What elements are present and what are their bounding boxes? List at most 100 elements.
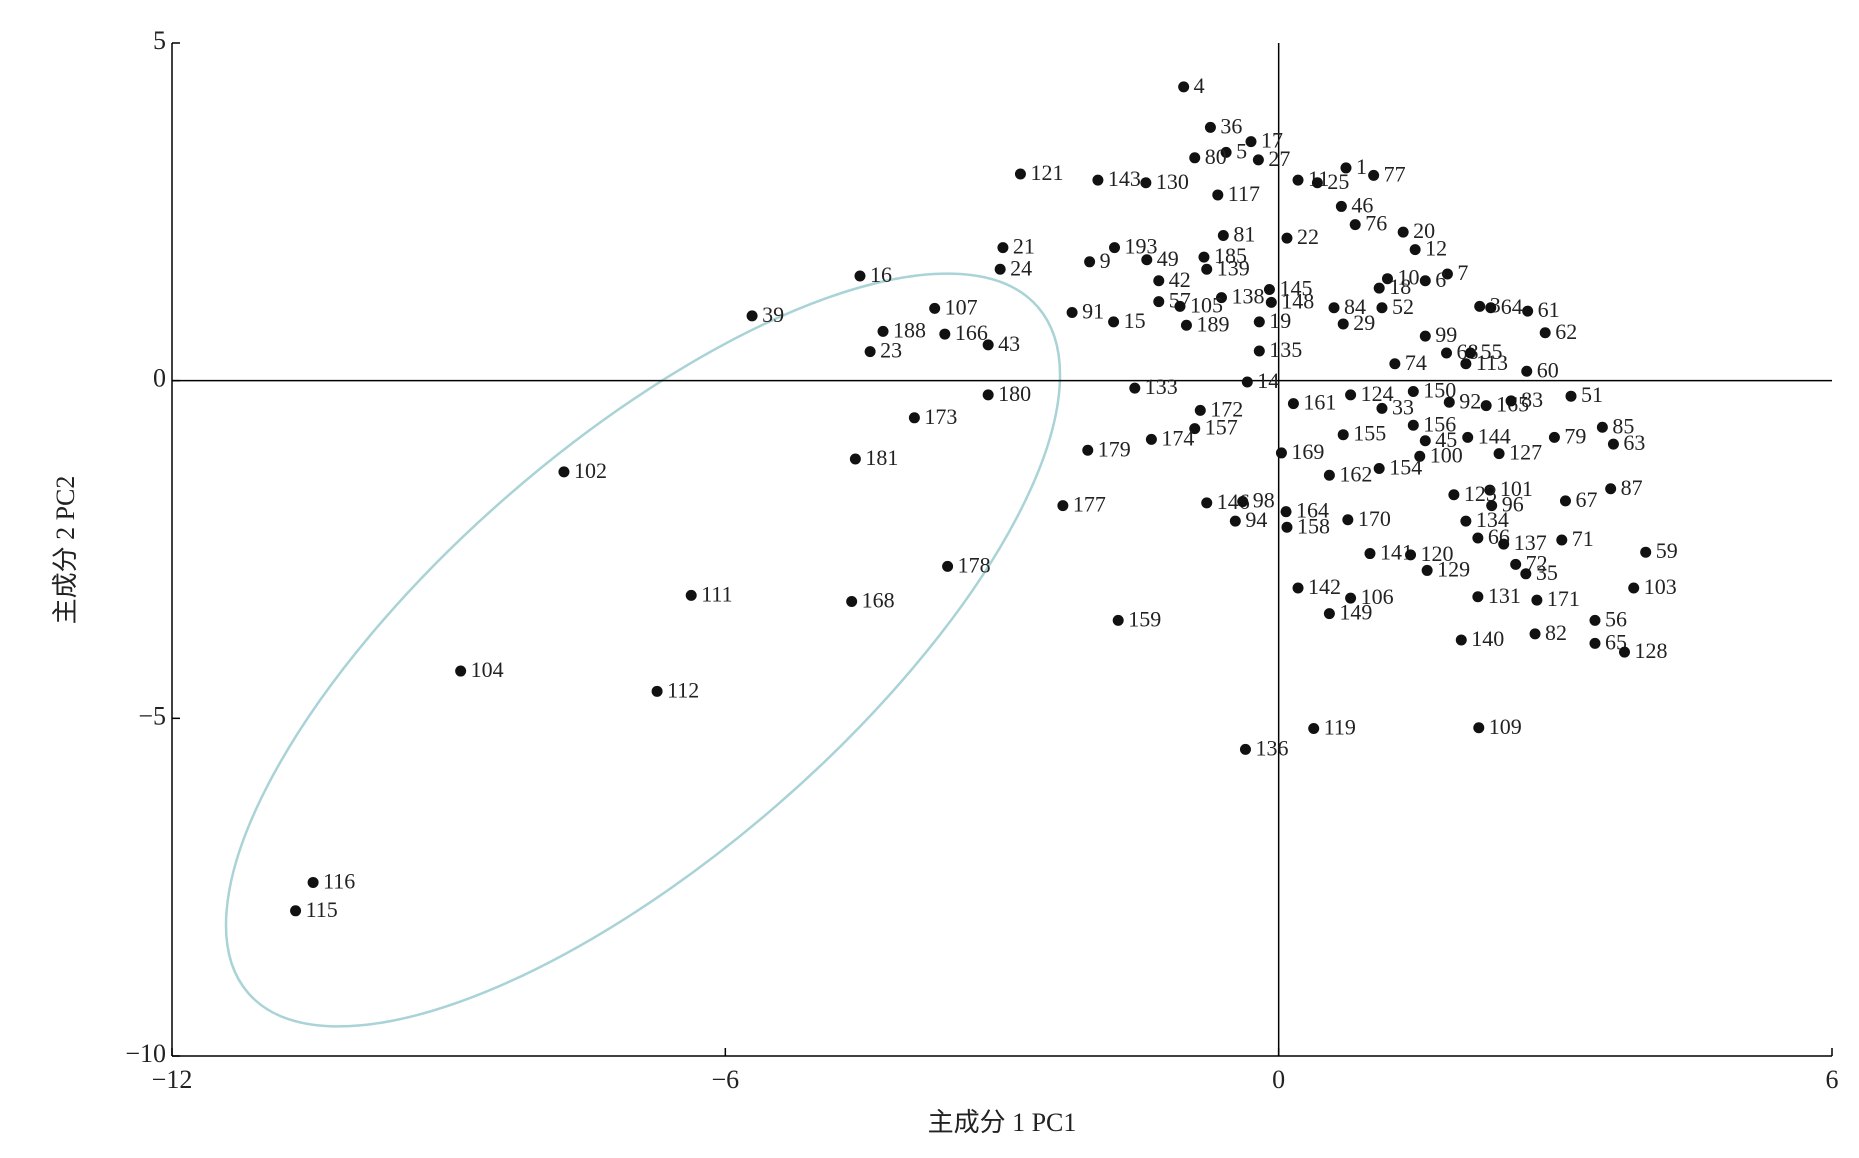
point-label: 29 bbox=[1353, 310, 1375, 335]
point bbox=[1245, 136, 1257, 148]
point bbox=[1178, 81, 1190, 93]
x-axis-label: 主成分 1 PC1 bbox=[928, 1108, 1077, 1137]
point-label: 91 bbox=[1082, 299, 1104, 324]
point bbox=[1189, 152, 1201, 164]
point bbox=[1108, 316, 1120, 328]
point bbox=[1281, 521, 1293, 533]
point-label: 130 bbox=[1156, 169, 1189, 194]
point-label: 82 bbox=[1545, 620, 1567, 645]
point-label: 156 bbox=[1423, 411, 1456, 436]
point-label: 27 bbox=[1268, 146, 1290, 171]
point-label: 36 bbox=[1220, 113, 1242, 138]
point-label: 25 bbox=[1327, 169, 1349, 194]
point bbox=[929, 302, 941, 314]
point-label: 56 bbox=[1605, 606, 1627, 631]
point bbox=[1441, 268, 1453, 280]
point-label: 9 bbox=[1100, 248, 1111, 273]
point bbox=[685, 589, 697, 601]
point bbox=[1419, 435, 1431, 447]
point-label: 71 bbox=[1572, 526, 1594, 551]
point-label: 138 bbox=[1231, 284, 1264, 309]
point bbox=[877, 325, 889, 337]
point-label: 62 bbox=[1555, 319, 1577, 344]
point-label: 148 bbox=[1281, 288, 1314, 313]
point-label: 84 bbox=[1344, 294, 1366, 319]
point bbox=[307, 876, 319, 888]
point bbox=[908, 412, 920, 424]
point-label: 6 bbox=[1435, 267, 1446, 292]
point-label: 168 bbox=[862, 588, 895, 613]
point bbox=[1253, 345, 1265, 357]
point bbox=[1368, 169, 1380, 181]
point-label: 116 bbox=[323, 868, 355, 893]
point bbox=[1066, 306, 1078, 318]
point-label: 144 bbox=[1478, 423, 1511, 448]
point-label: 169 bbox=[1291, 439, 1324, 464]
point-label: 39 bbox=[762, 302, 784, 327]
point-label: 7 bbox=[1457, 260, 1468, 285]
point-label: 154 bbox=[1389, 455, 1422, 480]
point-label: 23 bbox=[880, 338, 902, 363]
point bbox=[1263, 283, 1275, 295]
point-label: 177 bbox=[1073, 492, 1106, 517]
point bbox=[854, 270, 866, 282]
point bbox=[1189, 423, 1201, 435]
point bbox=[455, 665, 467, 677]
point bbox=[1376, 302, 1388, 314]
point-label: 104 bbox=[471, 657, 504, 682]
x-tick-label: −12 bbox=[152, 1065, 193, 1094]
point-label: 42 bbox=[1169, 267, 1191, 292]
point-label: 142 bbox=[1308, 574, 1341, 599]
point bbox=[1460, 358, 1472, 370]
point-label: 170 bbox=[1358, 506, 1391, 531]
point bbox=[1109, 242, 1121, 254]
point-label: 189 bbox=[1196, 311, 1229, 336]
point bbox=[1409, 244, 1421, 256]
point-label: 5 bbox=[1236, 138, 1247, 163]
point-label: 166 bbox=[955, 320, 988, 345]
point bbox=[1510, 558, 1522, 570]
point-label: 14 bbox=[1257, 368, 1279, 393]
point bbox=[1153, 296, 1165, 308]
point bbox=[1414, 450, 1426, 462]
point bbox=[864, 346, 876, 358]
point bbox=[1472, 532, 1484, 544]
point-label: 63 bbox=[1623, 430, 1645, 455]
y-tick-label: −10 bbox=[125, 1039, 166, 1068]
point bbox=[1619, 646, 1630, 658]
point bbox=[1421, 564, 1433, 576]
point bbox=[1407, 419, 1419, 431]
point bbox=[1607, 438, 1619, 450]
point-label: 4 bbox=[1194, 73, 1205, 98]
point-label: 107 bbox=[945, 294, 978, 319]
y-tick-label: 0 bbox=[153, 364, 166, 393]
point-label: 134 bbox=[1476, 507, 1509, 532]
point bbox=[1389, 358, 1401, 370]
point-label: 139 bbox=[1217, 255, 1250, 280]
point bbox=[1605, 483, 1617, 495]
point-label: 87 bbox=[1621, 475, 1643, 500]
y-tick-label: 5 bbox=[153, 26, 166, 55]
point bbox=[1539, 327, 1551, 339]
point bbox=[1345, 592, 1357, 604]
point bbox=[1239, 743, 1251, 755]
point bbox=[1141, 254, 1153, 266]
point bbox=[1342, 514, 1354, 526]
point bbox=[1092, 174, 1104, 186]
point-label: 164 bbox=[1296, 498, 1329, 523]
point bbox=[1484, 484, 1496, 496]
point bbox=[1129, 382, 1141, 394]
y-axis-label: 主成分 2 PC2 bbox=[51, 476, 80, 625]
point bbox=[1376, 402, 1388, 414]
point bbox=[1082, 444, 1094, 456]
point-label: 127 bbox=[1509, 440, 1542, 465]
point-label: 80 bbox=[1205, 144, 1227, 169]
point-label: 15 bbox=[1124, 308, 1146, 333]
point bbox=[1462, 431, 1474, 443]
point bbox=[1253, 316, 1265, 328]
point bbox=[849, 453, 861, 465]
point bbox=[1464, 347, 1476, 359]
point bbox=[1237, 496, 1249, 508]
point bbox=[1505, 395, 1517, 407]
point bbox=[997, 242, 1009, 254]
